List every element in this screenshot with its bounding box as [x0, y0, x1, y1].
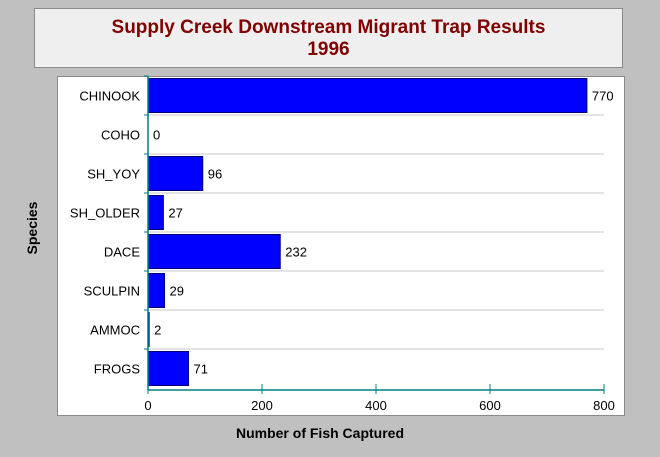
y-axis-title: Species: [24, 201, 40, 255]
category-label: SCULPIN: [84, 284, 140, 299]
chart-title-box: Supply Creek Downstream Migrant Trap Res…: [34, 8, 623, 68]
data-label: 27: [168, 206, 182, 221]
bars: [147, 78, 588, 386]
category-label: FROGS: [94, 362, 141, 377]
x-axis-title: Number of Fish Captured: [235, 425, 404, 441]
bar-chinook: [147, 78, 588, 113]
bar-frogs: [147, 351, 189, 386]
category-label: CHINOOK: [79, 89, 140, 104]
bar-sh-older: [147, 195, 164, 230]
data-label: 29: [170, 284, 184, 299]
category-label: SH_OLDER: [70, 206, 140, 221]
category-label: COHO: [101, 128, 140, 143]
data-label: 96: [208, 167, 222, 182]
labels: CHINOOK 770 COHO 0 SH_YOY 96 SH_OLDER 27 DACE 232…: [70, 89, 615, 414]
data-label: 71: [193, 362, 207, 377]
x-tick-label: 0: [144, 398, 151, 413]
category-label: AMMOC: [90, 323, 140, 338]
grid-lines: [148, 114, 604, 350]
x-tick-label: 600: [479, 398, 501, 413]
category-label: DACE: [104, 245, 140, 260]
x-tick-label: 400: [365, 398, 387, 413]
chart-title: Supply Creek Downstream Migrant Trap Res…: [111, 17, 546, 38]
bar-sculpin: [147, 273, 166, 308]
data-label: 770: [592, 89, 614, 104]
data-label: 2: [154, 323, 161, 338]
bar-dace: [147, 234, 281, 269]
category-label: SH_YOY: [87, 167, 140, 182]
x-tick-label: 800: [593, 398, 615, 413]
x-tick-label: 200: [251, 398, 273, 413]
data-label: 232: [285, 245, 307, 260]
bar-sh-yoy: [147, 156, 204, 191]
axes: [144, 75, 605, 394]
chart-subtitle: 1996: [307, 39, 350, 60]
data-label: 0: [153, 128, 160, 143]
